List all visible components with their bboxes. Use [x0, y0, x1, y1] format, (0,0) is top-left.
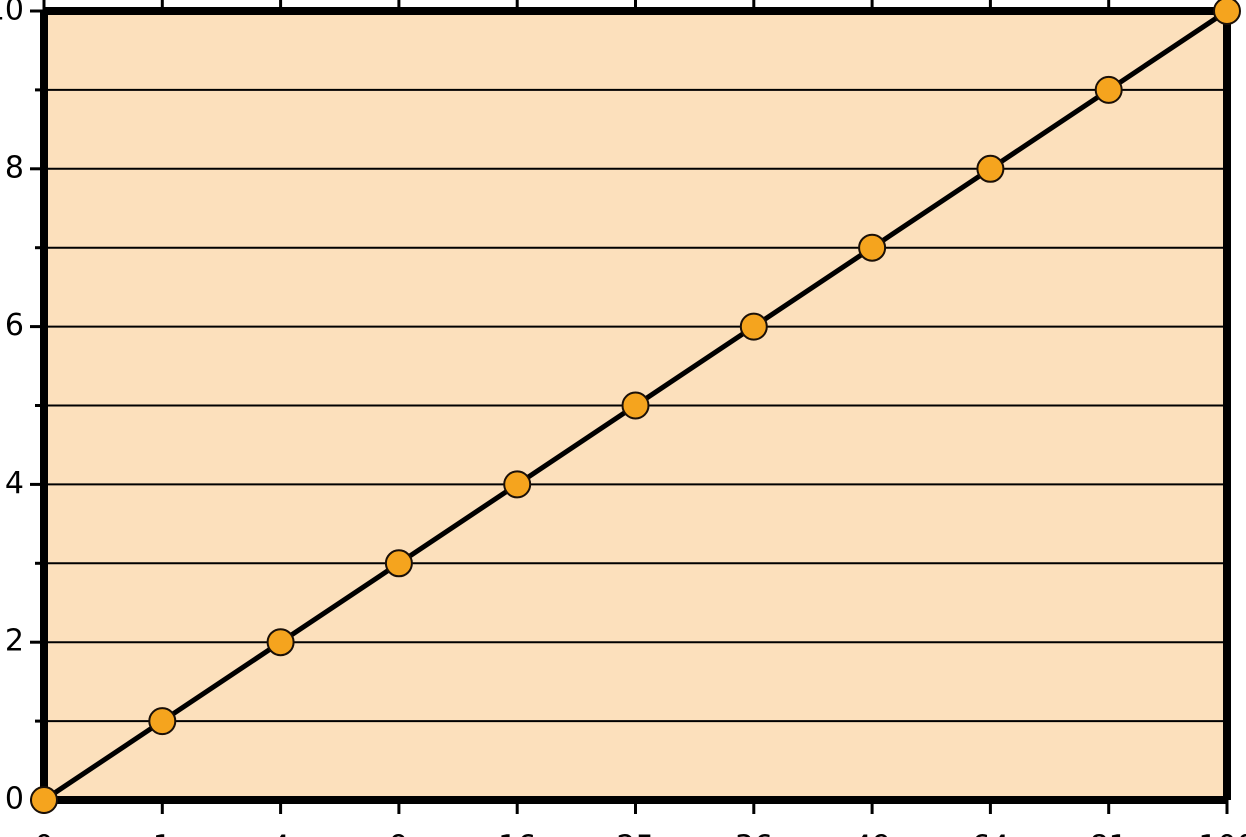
- x-tick-label: 49: [853, 830, 891, 837]
- data-point-marker: [1094, 75, 1123, 104]
- x-tick-label: 36: [735, 830, 773, 837]
- x-tick-label: 1: [153, 830, 172, 837]
- x-tick-label: 16: [498, 830, 536, 837]
- y-tick-label: 2: [5, 624, 24, 659]
- gridlines: [44, 88, 1227, 723]
- data-point-marker: [148, 707, 177, 736]
- x-tick-label: 4: [271, 830, 290, 837]
- data-point-marker: [858, 233, 887, 262]
- axis-spines: [40, 7, 1231, 804]
- x-tick-label: 64: [971, 830, 1009, 837]
- data-point-marker: [621, 391, 650, 420]
- data-point-marker: [739, 312, 768, 341]
- data-point-marker: [503, 470, 532, 499]
- y-tick-label: 6: [5, 308, 24, 343]
- y-tick-label: 10: [0, 0, 24, 28]
- x-axis-tick-labels: 0149162536496481100: [34, 830, 1246, 837]
- x-tick-label: 25: [616, 830, 654, 837]
- x-tick-label: 9: [389, 830, 408, 837]
- x-tick-label: 0: [34, 830, 53, 837]
- y-tick-label: 4: [5, 466, 24, 501]
- y-axis-tick-labels: 0 2 4 6 8 10: [0, 0, 24, 817]
- y-tick-label: 0: [5, 782, 24, 817]
- x-tick-label: 81: [1090, 830, 1128, 837]
- x-tick-label: 100: [1198, 830, 1246, 837]
- data-point-marker: [266, 628, 295, 657]
- data-point-marker: [30, 786, 58, 814]
- data-point-marker: [976, 154, 1005, 183]
- data-point-markers: [30, 0, 1241, 814]
- y-tick-label: 8: [5, 150, 24, 185]
- data-point-marker: [1213, 0, 1241, 25]
- data-point-marker: [384, 549, 413, 578]
